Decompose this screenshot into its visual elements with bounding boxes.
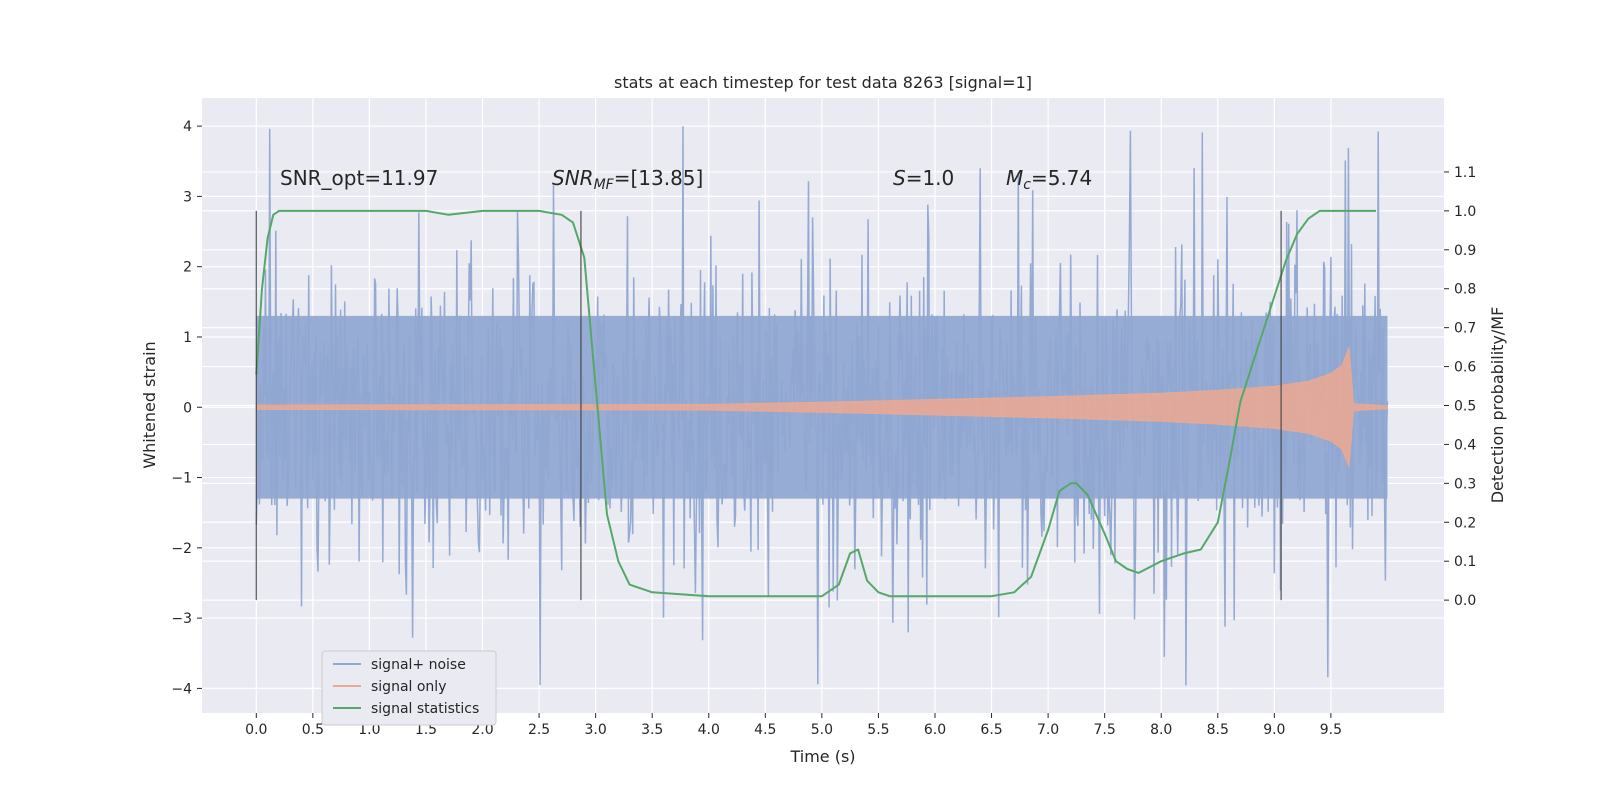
- y2-tick-label: 1.0: [1454, 204, 1476, 220]
- y-tick-label: 0: [183, 400, 192, 416]
- y2-tick-label: 0.6: [1454, 360, 1476, 376]
- x-tick-label: 4.0: [698, 722, 720, 738]
- annotation-snr-mf: SNRMF=[13.85]: [552, 166, 703, 193]
- x-tick-label: 0.0: [245, 722, 267, 738]
- mc-value: =5.74: [1031, 166, 1092, 190]
- series-layer: [255, 126, 1389, 686]
- y2-tick-labels: 1.1 1.0 0.9 0.8 0.7 0.6 0.5 0.4 0.3 0.2 0.1 0.0: [1444, 165, 1476, 609]
- annotation-s: S=1.0: [893, 166, 954, 190]
- y-tick-label: −3: [171, 611, 192, 627]
- legend-box: [321, 650, 497, 726]
- legend-label-signal-noise: signal+ noise: [371, 657, 466, 673]
- x-axis-label: Time (s): [789, 747, 855, 766]
- x-tick-label: 3.5: [641, 722, 663, 738]
- x-tick-label: 4.5: [754, 722, 776, 738]
- series-signal-only-area: [255, 347, 1388, 468]
- x-tick-label: 6.0: [924, 722, 946, 738]
- snr-mf-value: =[13.85]: [614, 166, 704, 190]
- annotation-snr-opt: SNR_opt=11.97: [280, 166, 438, 190]
- x-tick-label: 7.5: [1094, 722, 1116, 738]
- x-tick-label: 2.0: [471, 722, 493, 738]
- y-tick-label: 2: [183, 260, 192, 276]
- x-tick-label: 1.5: [415, 722, 437, 738]
- x-tick-label: 9.5: [1320, 722, 1342, 738]
- legend: signal+ noise signal only signal statist…: [321, 650, 497, 726]
- y2-tick-label: 0.2: [1454, 515, 1476, 531]
- y-tick-labels: 4 3 2 1 0 −1 −2 −3 −4: [171, 119, 202, 697]
- series-signal-statistics-line: [255, 209, 1377, 598]
- y-tick-label: 3: [183, 189, 192, 205]
- y2-tick-label: 0.0: [1454, 593, 1476, 609]
- x-tick-label: 8.5: [1207, 722, 1229, 738]
- y2-tick-label: 0.3: [1454, 476, 1476, 492]
- y2-axis-label: Detection probability/MF: [1488, 307, 1507, 504]
- legend-label-signal-statistics: signal statistics: [371, 701, 479, 717]
- x-tick-label: 0.5: [302, 722, 324, 738]
- legend-label-signal-only: signal only: [371, 679, 446, 695]
- snr-mf-symbol: SNR: [552, 166, 594, 190]
- x-tick-label: 3.0: [585, 722, 607, 738]
- y-axis-label: Whitened strain: [140, 341, 159, 468]
- mc-subscript: c: [1023, 177, 1031, 193]
- y2-tick-label: 0.9: [1454, 243, 1476, 259]
- x-tick-label: 7.0: [1037, 722, 1059, 738]
- x-tick-label: 2.5: [528, 722, 550, 738]
- s-value: =1.0: [906, 166, 955, 190]
- y-tick-label: 1: [183, 330, 192, 346]
- y2-tick-label: 0.4: [1454, 437, 1476, 453]
- y2-tick-label: 0.1: [1454, 554, 1476, 570]
- x-tick-label: 5.0: [811, 722, 833, 738]
- snr-mf-subscript: MF: [594, 177, 615, 193]
- s-symbol: S: [893, 166, 906, 190]
- x-tick-labels: 0.0 0.5 1.0 1.5 2.0 2.5 3.0 3.5 4.0 4.5 5.0 5.5 6.0 6…: [245, 713, 1342, 738]
- mc-symbol: M: [1006, 166, 1023, 190]
- x-tick-label: 9.0: [1263, 722, 1285, 738]
- x-tick-label: 5.5: [867, 722, 889, 738]
- chart-title: stats at each timestep for test data 826…: [614, 73, 1032, 92]
- x-tick-label: 1.0: [358, 722, 380, 738]
- y2-tick-label: 0.8: [1454, 282, 1476, 298]
- y-tick-label: −4: [171, 681, 192, 697]
- y2-tick-label: 0.7: [1454, 321, 1476, 337]
- y2-tick-label: 1.1: [1454, 165, 1476, 181]
- annotation-mc: Mc=5.74: [1006, 166, 1092, 193]
- y-tick-label: −2: [171, 541, 192, 557]
- x-tick-label: 8.0: [1150, 722, 1172, 738]
- y-tick-label: −1: [171, 471, 192, 487]
- x-tick-label: 6.5: [980, 722, 1002, 738]
- y-tick-label: 4: [183, 119, 192, 135]
- y2-tick-label: 0.5: [1454, 399, 1476, 415]
- marker-lines: [255, 210, 1282, 601]
